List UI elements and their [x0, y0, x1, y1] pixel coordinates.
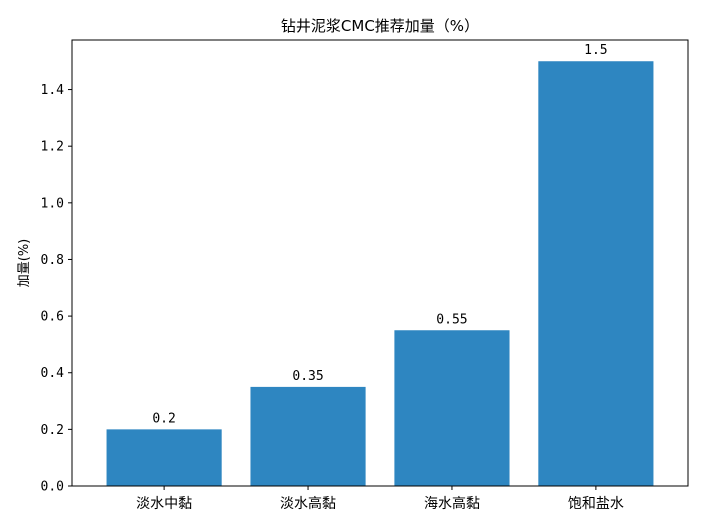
x-tick-label: 淡水高黏 — [280, 495, 336, 512]
y-tick-label: 1.2 — [41, 140, 64, 155]
y-axis-title: 加量(%) — [17, 239, 32, 288]
bar — [106, 429, 222, 486]
y-axis: 0.0 0.2 0.4 0.6 0.8 1.0 1.2 1.4 — [41, 83, 72, 495]
y-tick-label: 0.8 — [41, 253, 64, 268]
plot-frame — [71, 39, 689, 487]
y-tick-label: 1.0 — [41, 196, 64, 211]
y-tick-label: 0.4 — [41, 366, 65, 381]
bar-value-label: 0.35 — [292, 369, 323, 384]
bar-value-label: 0.55 — [436, 312, 467, 327]
data-labels-group: 0.2 0.35 0.55 1.5 — [152, 43, 607, 426]
x-tick-label: 淡水中黏 — [136, 496, 192, 512]
y-tick-label: 0.2 — [41, 423, 64, 438]
bar-value-label: 1.5 — [584, 43, 607, 58]
chart-title: 钻井泥浆CMC推荐加量（%） — [281, 17, 479, 35]
bars-group — [106, 61, 654, 486]
y-tick-label: 1.4 — [41, 83, 65, 98]
bar — [250, 386, 366, 486]
bar — [394, 330, 510, 486]
bar-value-label: 0.2 — [152, 411, 175, 426]
x-axis: 淡水中黏 淡水高黏 海水高黏 饱和盐水 — [136, 486, 624, 512]
x-tick-label: 饱和盐水 — [568, 496, 624, 512]
y-tick-label: 0.6 — [41, 310, 64, 325]
bar — [538, 61, 654, 486]
y-tick-label: 0.0 — [41, 480, 64, 495]
x-tick-label: 海水高黏 — [424, 495, 480, 512]
